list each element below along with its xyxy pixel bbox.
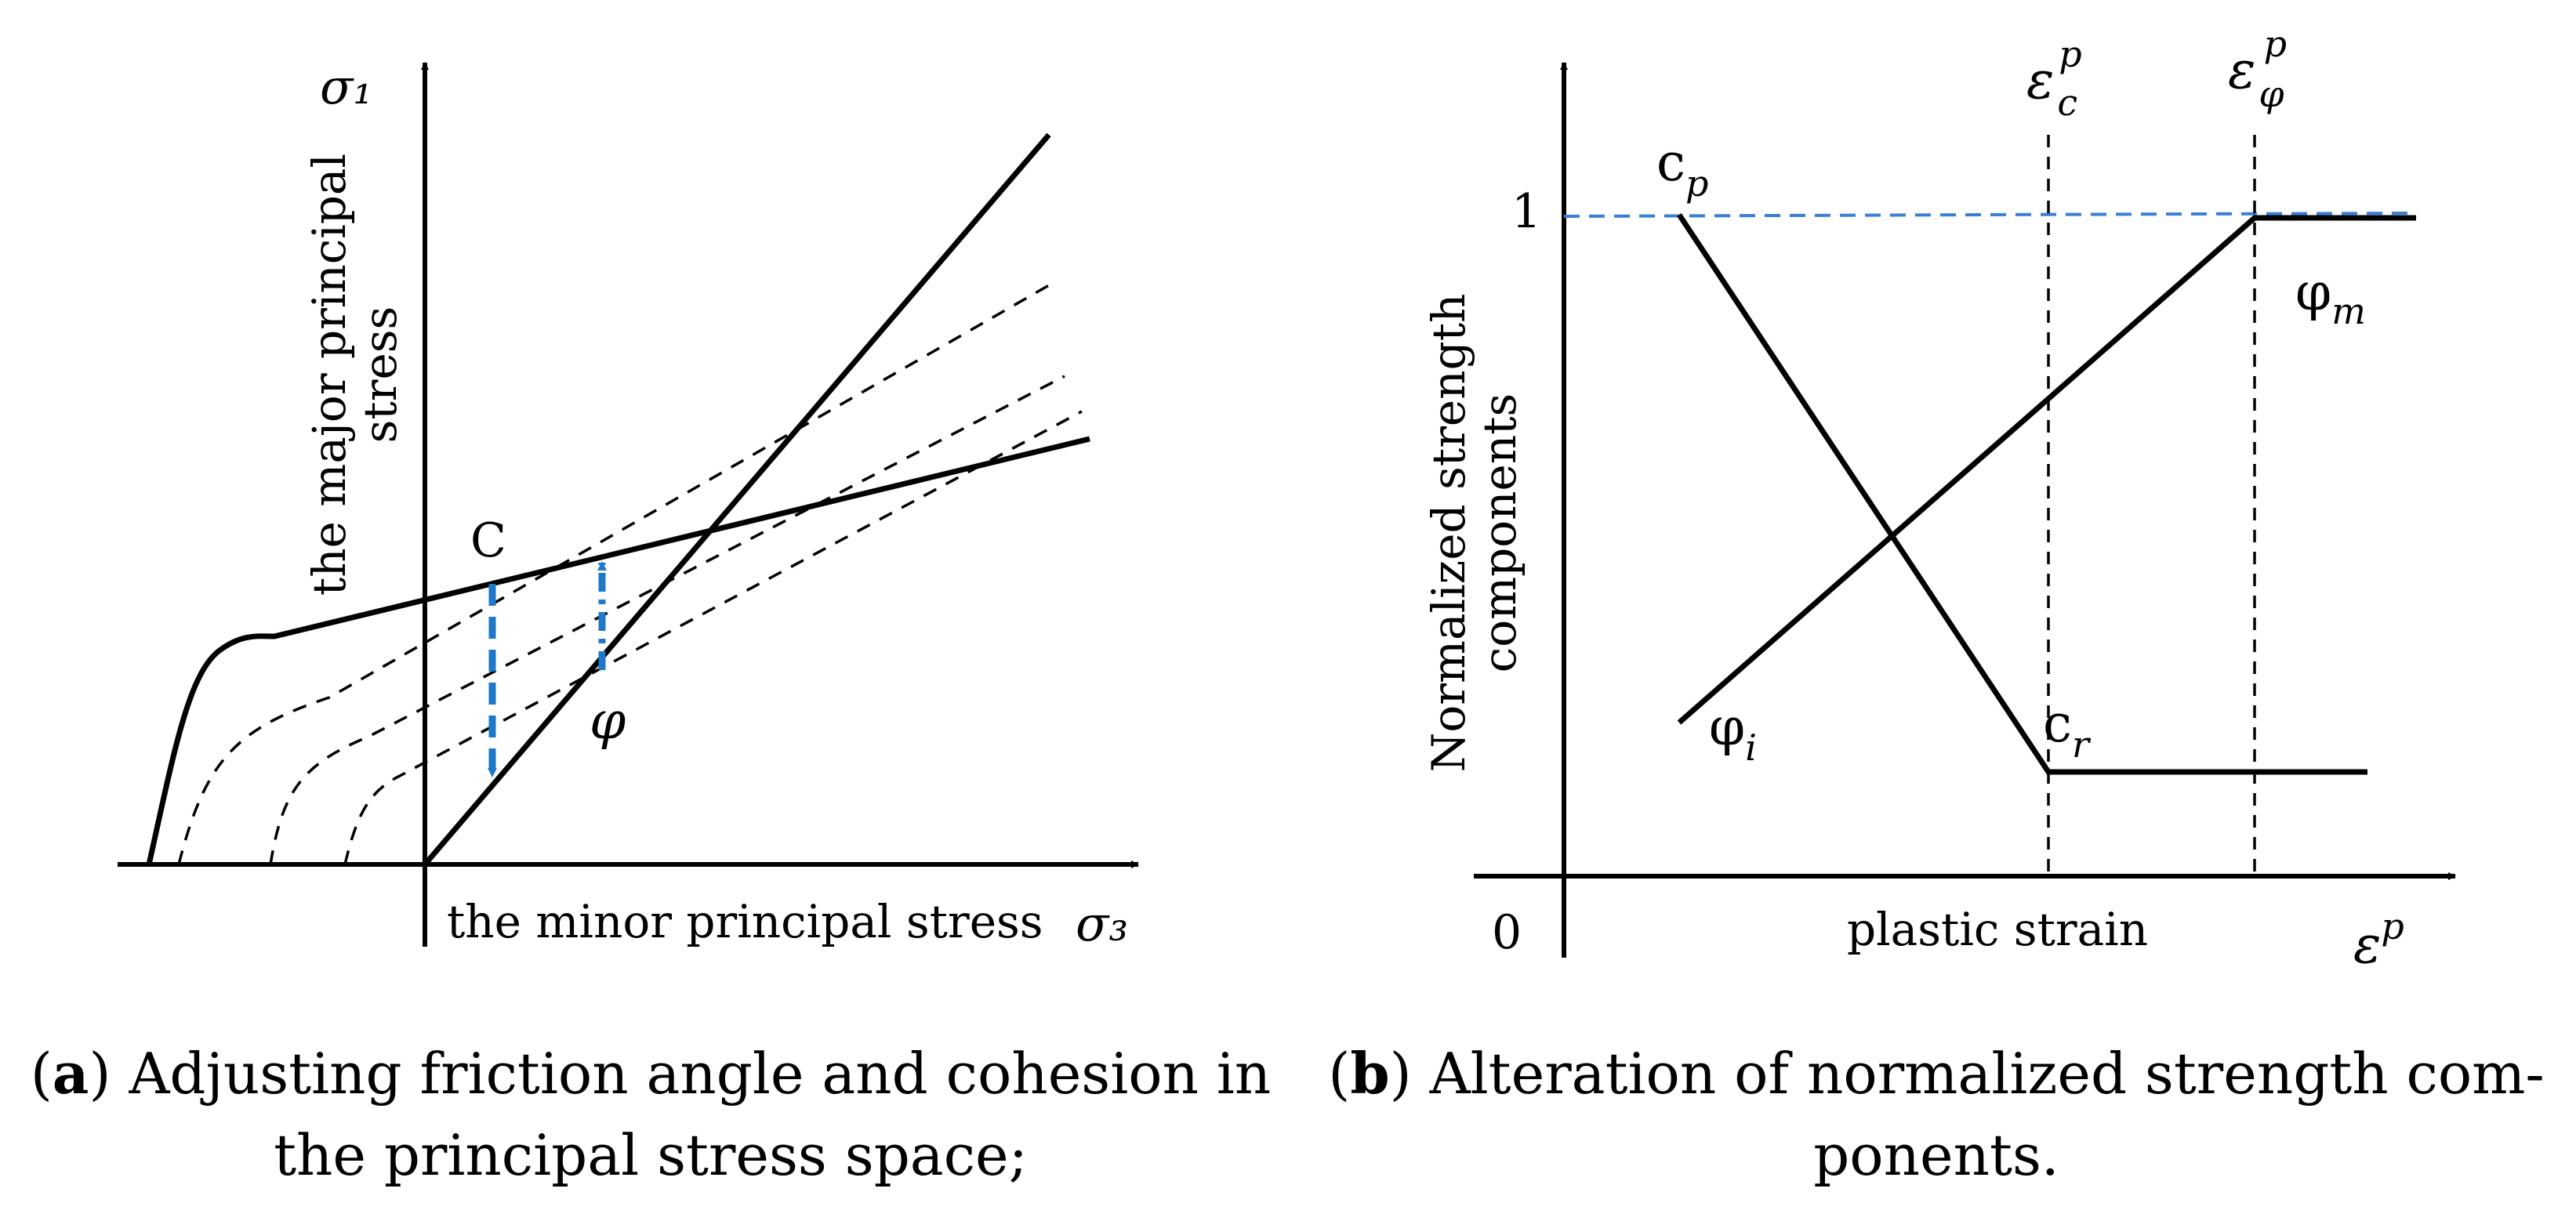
dashed-envelope-3 [343,410,1083,865]
eps-phi-label: εφp [2228,23,2287,115]
one-label: 1 [1511,184,1541,239]
caption-a-letter: a [52,1040,89,1107]
normalized-strength-title-line2: components [1473,393,1526,673]
normalized-strength-title-line1: Normalized strength [1422,294,1475,773]
caption-b: (b) Alteration of normalized strength co… [1301,1033,2571,1196]
dashed-envelope-2 [269,375,1065,865]
plastic-strain-title: plastic strain [1847,903,2148,956]
caption-b-letter: b [1350,1040,1390,1107]
dashed-envelope-1 [177,281,1055,865]
panel-b: Normalized strength components 1 0 plast… [1422,23,2456,975]
caption-b-line2: ponents. [1813,1122,2059,1188]
phi-i-label: φi [1709,697,1757,769]
sigma1-label: σ₁ [320,58,372,115]
cohesion-curve [1677,213,2367,775]
unity-reference-line [1563,212,2415,218]
sigma3-label: σ₃ [1076,895,1128,952]
caption-a: (a) Adjusting friction angle and cohesio… [8,1033,1293,1196]
panel-a: σ₁ σ₃ the minor principal stress the maj… [118,58,1139,952]
caption-a-text1: Adjusting friction angle and cohesion in [129,1041,1272,1107]
minor-principal-stress-title: the minor principal stress [447,895,1043,948]
phi-m-label: φm [2295,262,2366,332]
eps-c-label: εcp [2026,33,2082,124]
caption-a-line1: (a) Adjusting friction angle and cohesio… [30,1040,1272,1107]
steep-failure-line [423,132,1051,867]
eps-p-axis-label: εp [2353,905,2404,975]
solid-failure-envelope [146,436,1090,865]
major-principal-stress-title-line2: stress [354,306,407,444]
major-principal-stress-title-line1: the major principal [303,154,356,596]
caption-a-line2: the principal stress space; [274,1122,1028,1188]
cr-label: cr [2043,694,2092,766]
phi-label: φ [590,690,626,751]
origin-label: 0 [1492,905,1522,960]
cohesion-label-c: C [470,513,506,568]
cp-label: cp [1656,132,1708,205]
friction-curve [1677,215,2416,725]
caption-b-text1: Alteration of normalized strength com- [1429,1041,2545,1107]
caption-b-line1: (b) Alteration of normalized strength co… [1328,1040,2545,1107]
